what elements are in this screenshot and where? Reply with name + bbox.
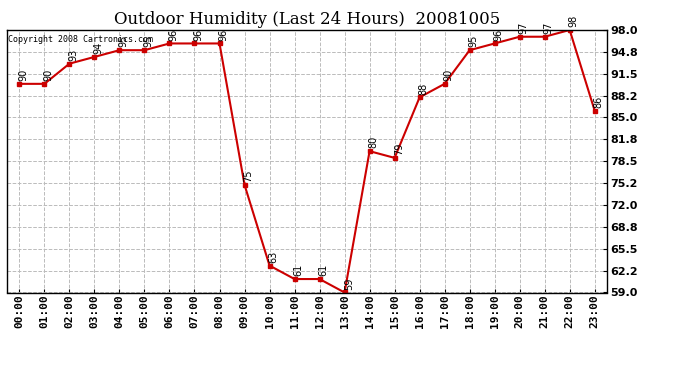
Text: 96: 96 [494,28,504,40]
Text: 88: 88 [419,82,428,94]
Text: 90: 90 [444,69,454,81]
Text: Copyright 2008 Cartronics.com: Copyright 2008 Cartronics.com [8,35,153,44]
Title: Outdoor Humidity (Last 24 Hours)  20081005: Outdoor Humidity (Last 24 Hours) 2008100… [114,12,500,28]
Text: 96: 96 [168,28,179,40]
Text: 75: 75 [244,170,254,182]
Text: 97: 97 [519,22,529,34]
Text: 96: 96 [219,28,228,40]
Text: 97: 97 [544,22,554,34]
Text: 95: 95 [119,35,128,47]
Text: 59: 59 [344,278,354,290]
Text: 86: 86 [594,96,604,108]
Text: 61: 61 [319,264,328,276]
Text: 95: 95 [469,35,479,47]
Text: 98: 98 [569,15,579,27]
Text: 94: 94 [94,42,104,54]
Text: 80: 80 [368,136,379,148]
Text: 96: 96 [194,28,204,40]
Text: 95: 95 [144,35,154,47]
Text: 63: 63 [268,251,279,263]
Text: 61: 61 [294,264,304,276]
Text: 90: 90 [19,69,28,81]
Text: 93: 93 [68,49,79,61]
Text: 79: 79 [394,143,404,155]
Text: 90: 90 [43,69,54,81]
